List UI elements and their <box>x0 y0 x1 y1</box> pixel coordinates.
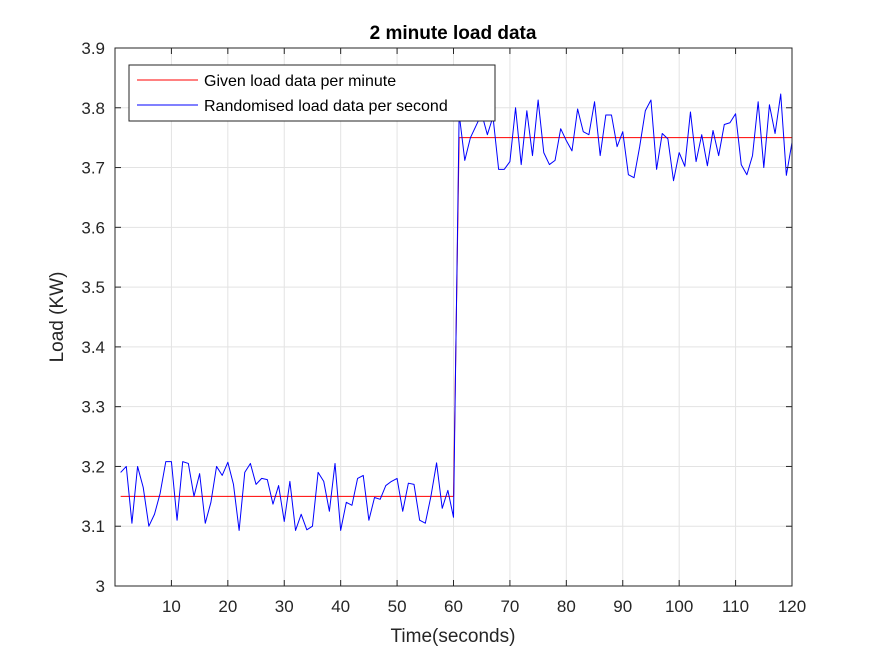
tick-labels: 10 20 30 40 50 60 70 80 90 100 110 120 3 3.1 3.2 3.3 3.4… <box>81 39 806 616</box>
y-tick-label: 3.1 <box>81 517 105 536</box>
y-tick-label: 3.4 <box>81 338 105 357</box>
y-tick-label: 3.5 <box>81 278 105 297</box>
x-tick-label: 20 <box>218 597 237 616</box>
legend: Given load data per minute Randomised lo… <box>128 64 496 122</box>
x-tick-label: 110 <box>722 597 749 616</box>
series-line-randomised <box>120 93 793 531</box>
x-tick-label: 30 <box>275 597 294 616</box>
y-tick-label: 3.6 <box>81 218 105 237</box>
y-tick-label: 3.9 <box>81 39 105 58</box>
legend-label-given: Given load data per minute <box>204 73 396 90</box>
x-tick-label: 10 <box>162 597 181 616</box>
y-tick-label: 3.7 <box>81 159 105 178</box>
legend-box <box>128 64 496 122</box>
x-tick-label: 60 <box>444 597 463 616</box>
x-axis-title: Time(seconds) <box>391 626 516 647</box>
chart-title: 2 minute load data <box>370 23 537 44</box>
x-tick-label: 100 <box>665 597 693 616</box>
y-axis-title: Load (KW) <box>47 272 68 363</box>
legend-label-randomised: Randomised load data per second <box>204 98 448 115</box>
ticks <box>115 47 793 587</box>
x-tick-label: 120 <box>778 597 806 616</box>
series-layer <box>120 93 793 531</box>
x-tick-label: 40 <box>331 597 350 616</box>
y-tick-label: 3.2 <box>81 457 105 476</box>
x-tick-label: 50 <box>388 597 407 616</box>
x-tick-label: 70 <box>500 597 519 616</box>
y-tick-label: 3 <box>96 577 105 596</box>
x-tick-label: 80 <box>557 597 576 616</box>
x-tick-label: 90 <box>613 597 632 616</box>
y-tick-label: 3.3 <box>81 398 105 417</box>
y-tick-label: 3.8 <box>81 99 105 118</box>
